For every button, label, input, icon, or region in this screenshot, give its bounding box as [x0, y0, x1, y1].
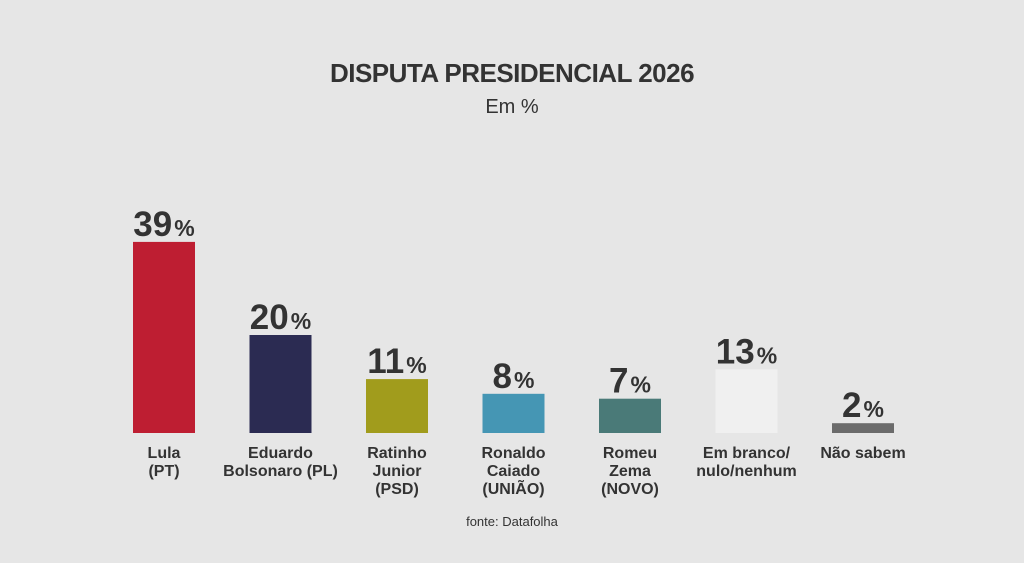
data-label: 7%	[609, 362, 651, 401]
category-label-line: Ratinho	[367, 445, 427, 462]
bar	[715, 369, 778, 433]
category-label-line: (PSD)	[375, 481, 419, 498]
bar-group: 8% Ronaldo Caiado (UNIÃO)	[482, 357, 546, 498]
category-label-line: Lula	[148, 445, 181, 462]
bar	[133, 241, 195, 433]
data-label-unit: %	[406, 352, 426, 378]
bar-group: 2% Não sabem	[820, 386, 905, 462]
category-label-line: Em branco/	[703, 445, 791, 462]
data-label-unit: %	[757, 342, 777, 368]
source-note: fonte: Datafolha	[466, 514, 558, 529]
data-label-value: 11	[367, 342, 404, 381]
data-label-unit: %	[291, 308, 311, 334]
data-label-unit: %	[631, 372, 651, 398]
data-label-value: 2	[842, 386, 861, 425]
bar	[366, 379, 428, 433]
category-label-line: Romeu	[603, 445, 657, 462]
data-label-value: 20	[250, 298, 289, 337]
bar-group: 20% Eduardo Bolsonaro (PL)	[223, 298, 338, 480]
category-label-line: (UNIÃO)	[482, 478, 544, 498]
category-label-line: Bolsonaro (PL)	[223, 463, 338, 480]
category-label-line: Caiado	[487, 463, 541, 480]
category-label-line: (NOVO)	[601, 481, 659, 498]
category-label-line: Zema	[609, 463, 651, 480]
category-label: Romeu Zema (NOVO)	[601, 445, 659, 498]
chart-subtitle: Em %	[485, 96, 539, 118]
category-label-line: nulo/nenhum	[696, 463, 796, 480]
category-label-line: (PT)	[148, 463, 179, 480]
data-label: 20%	[250, 298, 311, 337]
data-label-unit: %	[174, 215, 194, 241]
category-label-line: Junior	[373, 463, 422, 480]
category-label: Ronaldo Caiado (UNIÃO)	[482, 445, 546, 498]
category-label: Em branco/nulo/nenhum	[696, 445, 796, 480]
category-label: Não sabem	[820, 445, 905, 462]
data-label-unit: %	[864, 396, 884, 422]
category-label-line: Eduardo	[248, 445, 313, 462]
data-label-value: 7	[609, 362, 628, 401]
data-label-value: 8	[493, 357, 512, 396]
chart-title: DISPUTA PRESIDENCIAL 2026	[329, 58, 695, 88]
bar-group: 7% Romeu Zema (NOVO)	[599, 362, 661, 498]
bar-group: 13% Em branco/nulo/nenhum	[696, 332, 796, 480]
data-label: 8%	[493, 357, 535, 396]
category-label-line: Não sabem	[820, 445, 905, 462]
bar-group: 39% Lula (PT)	[133, 205, 195, 480]
category-label: Lula (PT)	[148, 445, 181, 480]
bar-group: 11% Ratinho Junior (PSD)	[366, 342, 428, 498]
category-label: Eduardo Bolsonaro (PL)	[223, 445, 338, 480]
data-label: 11%	[367, 342, 426, 381]
data-label: 39%	[133, 205, 194, 244]
data-label-value: 39	[133, 205, 172, 244]
category-label: Ratinho Junior (PSD)	[367, 445, 427, 498]
bar	[832, 423, 894, 433]
bar	[599, 398, 661, 433]
data-label: 2%	[842, 386, 884, 425]
bar	[482, 393, 545, 433]
data-label: 13%	[716, 332, 777, 371]
category-label-line: Ronaldo	[482, 445, 546, 462]
bar	[249, 335, 312, 433]
data-label-value: 13	[716, 332, 755, 371]
data-label-unit: %	[514, 367, 534, 393]
